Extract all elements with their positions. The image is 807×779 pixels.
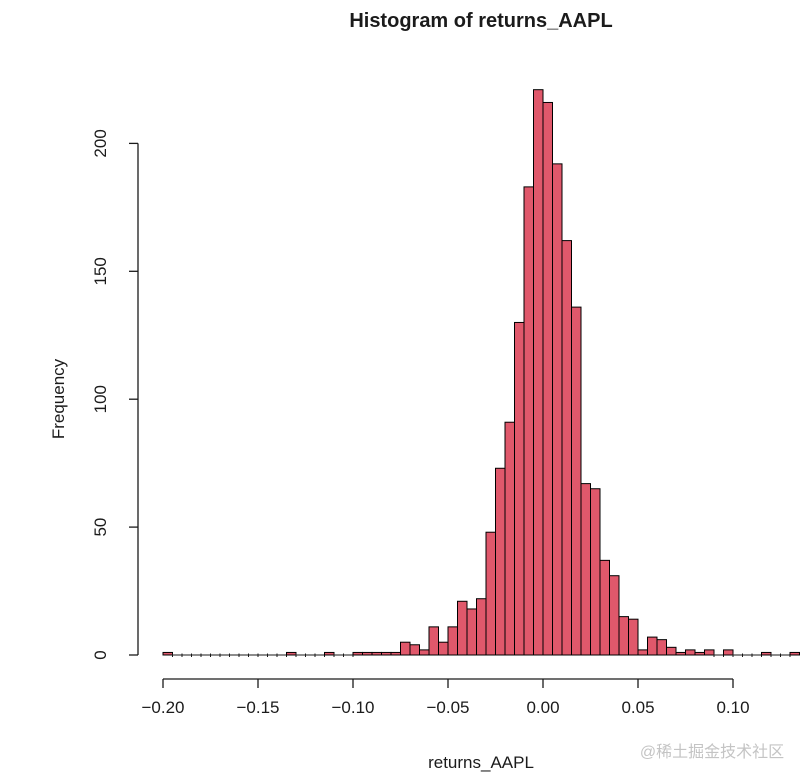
histogram-bar bbox=[428, 626, 439, 656]
histogram-bar bbox=[580, 483, 591, 656]
histogram-bar bbox=[637, 649, 648, 656]
watermark: @稀土掘金技术社区 bbox=[640, 743, 784, 761]
histogram-bar bbox=[609, 575, 620, 656]
histogram-bar bbox=[618, 616, 629, 656]
y-tick-label: 150 bbox=[91, 257, 110, 285]
histogram-bar bbox=[647, 636, 658, 656]
histogram-bar bbox=[571, 306, 582, 656]
x-axis: −0.20 −0.15 −0.10 −0.05 0.00 0.05 0.10 bbox=[141, 678, 750, 717]
histogram-bar bbox=[447, 626, 458, 656]
histogram-bar bbox=[476, 598, 487, 656]
histogram-bar bbox=[552, 163, 563, 656]
x-axis-label: returns_AAPL bbox=[428, 753, 534, 772]
histogram-bar bbox=[409, 644, 420, 656]
histogram-bar bbox=[162, 651, 173, 656]
x-tick-label: 0.10 bbox=[716, 698, 749, 717]
y-axis: 0 50 100 150 200 bbox=[91, 129, 139, 660]
histogram-bar bbox=[400, 641, 411, 656]
histogram-bar bbox=[694, 651, 705, 656]
histogram-bar bbox=[723, 649, 734, 656]
histogram-bar bbox=[371, 651, 382, 656]
histogram-bar bbox=[514, 321, 525, 656]
histogram-bar bbox=[789, 651, 800, 656]
x-tick-label: −0.15 bbox=[236, 698, 279, 717]
histogram-bar bbox=[419, 649, 430, 656]
histogram-bar bbox=[675, 651, 686, 656]
histogram-bar bbox=[685, 649, 696, 656]
y-tick-label: 200 bbox=[91, 129, 110, 157]
histogram-bar bbox=[466, 608, 477, 656]
histogram-bar bbox=[561, 240, 572, 656]
y-tick-label: 0 bbox=[91, 650, 110, 659]
histogram-bar bbox=[457, 600, 468, 656]
y-tick-label: 100 bbox=[91, 385, 110, 413]
x-tick-label: 0.05 bbox=[621, 698, 654, 717]
histogram-bar bbox=[704, 649, 715, 656]
histogram-bar bbox=[381, 651, 392, 656]
histogram-bar bbox=[504, 421, 515, 656]
histogram-bars bbox=[162, 89, 800, 657]
y-tick-label: 50 bbox=[91, 518, 110, 537]
x-tick-label: 0.00 bbox=[526, 698, 559, 717]
histogram-bar bbox=[523, 186, 534, 656]
histogram-bar bbox=[656, 639, 667, 656]
histogram-bar bbox=[362, 651, 373, 656]
histogram-bar bbox=[352, 651, 363, 656]
x-tick-label: −0.10 bbox=[331, 698, 374, 717]
histogram-bar bbox=[590, 488, 601, 656]
chart-title: Histogram of returns_AAPL bbox=[349, 10, 612, 32]
x-tick-label: −0.05 bbox=[426, 698, 469, 717]
histogram-bar bbox=[542, 101, 553, 656]
histogram-bar bbox=[628, 618, 639, 656]
histogram-bar bbox=[485, 531, 496, 656]
histogram-bar bbox=[286, 651, 297, 656]
x-tick-label: −0.20 bbox=[141, 698, 184, 717]
histogram-bar bbox=[761, 651, 772, 656]
histogram-bar bbox=[438, 641, 449, 656]
histogram-bar bbox=[495, 467, 506, 656]
histogram-bar bbox=[599, 559, 610, 656]
histogram-bar bbox=[390, 651, 401, 656]
y-axis-label: Frequency bbox=[49, 358, 68, 439]
histogram-bar bbox=[666, 646, 677, 656]
histogram-bar bbox=[533, 89, 544, 656]
histogram-bar bbox=[324, 651, 335, 656]
